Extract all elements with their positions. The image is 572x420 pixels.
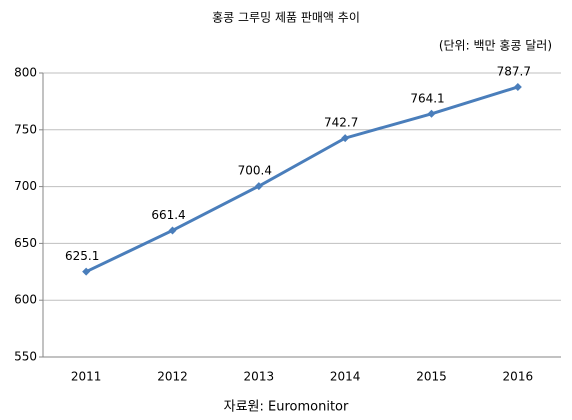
y-tick-label: 550 <box>14 350 37 364</box>
y-tick-label: 600 <box>14 293 37 307</box>
data-point <box>427 109 436 118</box>
x-tick-label: 2011 <box>71 370 102 384</box>
x-tick-label: 2012 <box>157 370 188 384</box>
x-tick-label: 2016 <box>503 370 534 384</box>
data-point <box>254 182 263 191</box>
data-label: 764.1 <box>410 91 444 105</box>
data-point <box>513 82 522 91</box>
y-tick-label: 800 <box>14 66 37 80</box>
data-point <box>341 134 350 143</box>
data-label: 700.4 <box>238 164 272 178</box>
source-note: 자료원: Euromonitor <box>224 400 349 415</box>
y-tick-label: 750 <box>14 122 37 136</box>
data-label: 661.4 <box>151 208 185 222</box>
chart-subtitle: (단위: 백만 홍콩 달러) <box>439 39 552 53</box>
data-line <box>85 85 519 274</box>
data-label: 625.1 <box>65 249 99 263</box>
chart-title: 홍콩 그루밍 제품 판매액 추이 <box>212 11 360 25</box>
data-point <box>82 267 91 276</box>
data-label: 787.7 <box>497 64 531 78</box>
y-tick-label: 700 <box>14 179 37 193</box>
data-point <box>168 226 177 235</box>
data-label: 742.7 <box>324 116 358 130</box>
x-tick-label: 2013 <box>244 370 275 384</box>
y-tick-label: 650 <box>14 236 37 250</box>
x-tick-label: 2015 <box>416 370 447 384</box>
x-tick-label: 2014 <box>330 370 361 384</box>
